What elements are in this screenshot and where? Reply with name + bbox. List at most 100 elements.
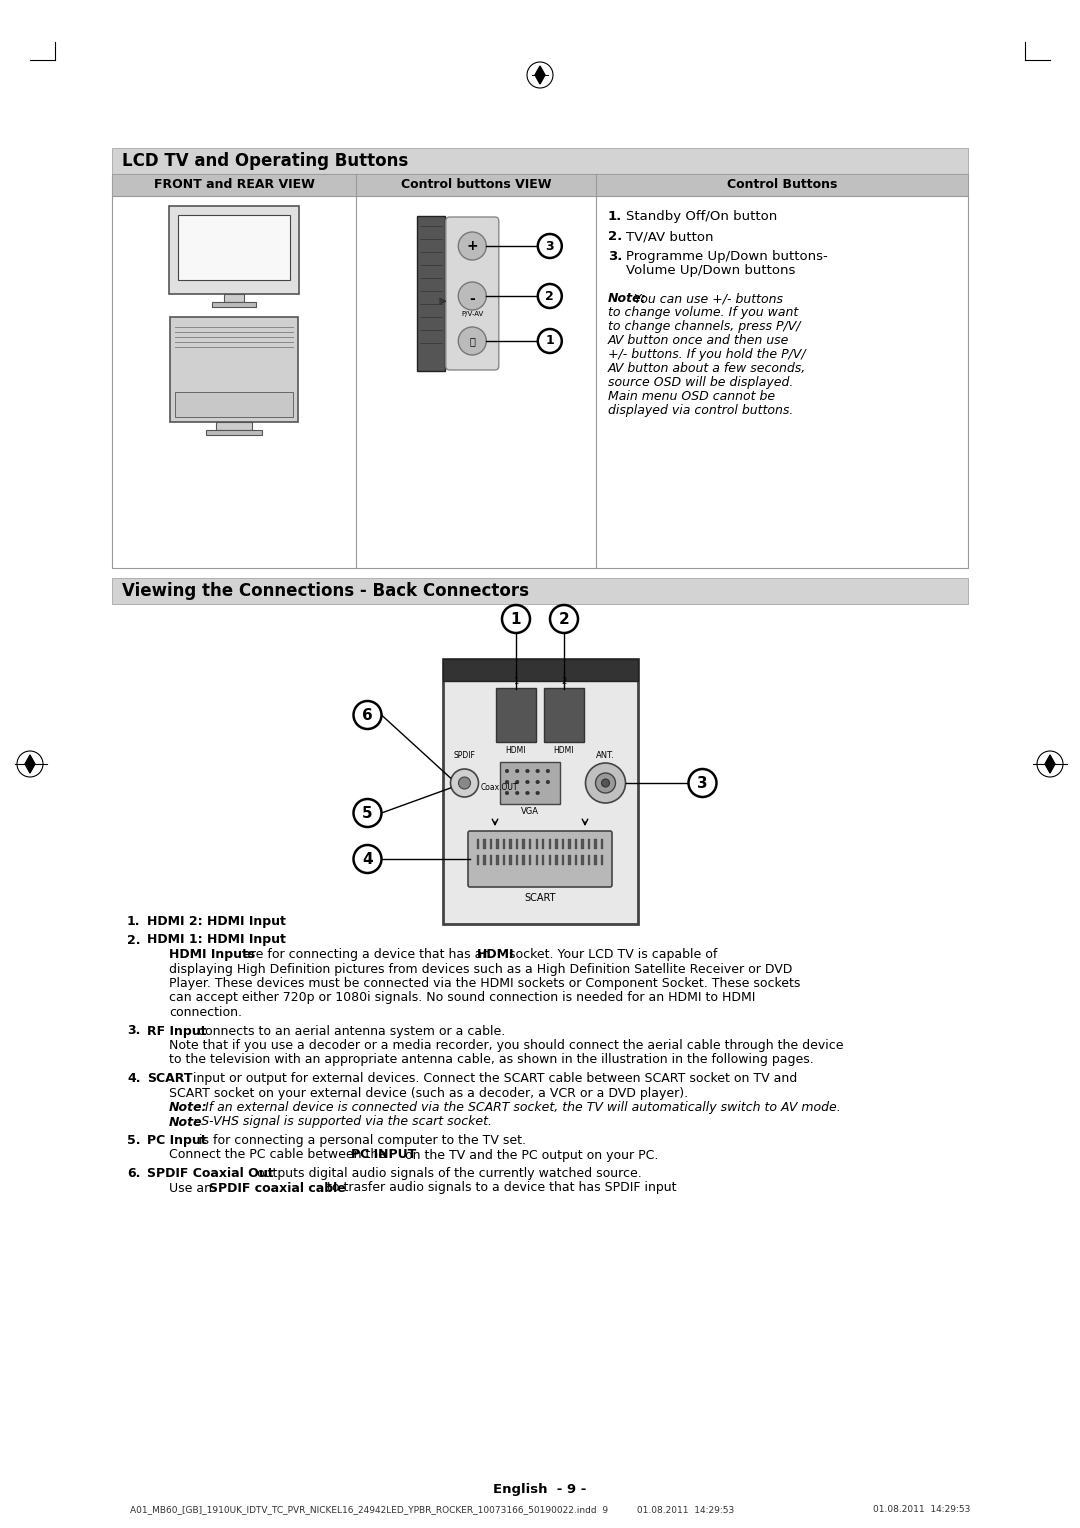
Text: Note:: Note: — [608, 292, 646, 306]
Text: Control Buttons: Control Buttons — [727, 179, 837, 191]
FancyBboxPatch shape — [496, 688, 536, 743]
Text: Programme Up/Down buttons-: Programme Up/Down buttons- — [625, 251, 827, 263]
Bar — [490, 856, 492, 865]
Bar — [529, 839, 531, 850]
Bar — [224, 293, 244, 303]
Text: 5: 5 — [362, 805, 373, 821]
Text: SPDIF: SPDIF — [454, 750, 475, 759]
Text: socket. Your LCD TV is capable of: socket. Your LCD TV is capable of — [505, 947, 717, 961]
FancyBboxPatch shape — [468, 831, 612, 886]
Circle shape — [538, 234, 562, 258]
Text: You can use +/- buttons: You can use +/- buttons — [634, 292, 783, 306]
Text: SPDIF Coaxial Out: SPDIF Coaxial Out — [147, 1167, 273, 1180]
Text: connects to an aerial antenna system or a cable.: connects to an aerial antenna system or … — [194, 1024, 505, 1038]
Text: Player. These devices must be connected via the HDMI sockets or Component Socket: Player. These devices must be connected … — [168, 976, 800, 990]
Text: Note:: Note: — [168, 1102, 207, 1114]
Text: 2: 2 — [545, 289, 554, 303]
Bar — [516, 839, 518, 850]
Bar — [516, 856, 518, 865]
Bar — [549, 856, 551, 865]
Text: HDMI 2: HDMI Input: HDMI 2: HDMI Input — [147, 915, 286, 927]
Text: 6: 6 — [362, 707, 373, 723]
Bar — [510, 839, 512, 850]
FancyBboxPatch shape — [544, 688, 584, 743]
Circle shape — [595, 773, 616, 793]
Text: : S-VHS signal is supported via the scart socket.: : S-VHS signal is supported via the scar… — [193, 1115, 492, 1129]
Text: 2: 2 — [562, 677, 567, 686]
Bar — [216, 422, 252, 429]
Circle shape — [550, 605, 578, 633]
Bar — [594, 856, 596, 865]
Text: LCD TV and Operating Buttons: LCD TV and Operating Buttons — [122, 151, 408, 170]
Text: HDMI: HDMI — [477, 947, 514, 961]
Bar — [581, 856, 583, 865]
Circle shape — [505, 781, 509, 784]
FancyBboxPatch shape — [443, 659, 637, 924]
Text: 1: 1 — [511, 611, 522, 626]
Text: connection.: connection. — [168, 1005, 242, 1019]
Bar — [594, 839, 596, 850]
Text: +: + — [467, 238, 478, 254]
Bar — [549, 839, 551, 850]
Circle shape — [515, 792, 519, 795]
Text: AV button about a few seconds,: AV button about a few seconds, — [608, 362, 806, 374]
Bar — [542, 856, 544, 865]
Bar — [497, 839, 499, 850]
Text: ANT.: ANT. — [596, 750, 615, 759]
Polygon shape — [25, 755, 35, 773]
Polygon shape — [1045, 755, 1055, 773]
Text: English  - 9 -: English - 9 - — [494, 1484, 586, 1496]
Bar — [536, 856, 538, 865]
Bar — [170, 316, 298, 422]
Bar — [484, 856, 486, 865]
Circle shape — [458, 232, 486, 260]
Text: VGA: VGA — [521, 807, 539, 816]
Text: 4: 4 — [362, 851, 373, 866]
Text: to change channels, press P/V/: to change channels, press P/V/ — [608, 319, 800, 333]
Text: Note that if you use a decoder or a media recorder, you should connect the aeria: Note that if you use a decoder or a medi… — [168, 1039, 843, 1051]
Text: can accept either 720p or 1080i signals. No sound connection is needed for an HD: can accept either 720p or 1080i signals.… — [168, 992, 755, 1004]
Text: outputs digital audio signals of the currently watched source.: outputs digital audio signals of the cur… — [253, 1167, 642, 1180]
Text: Standby Off/On button: Standby Off/On button — [625, 209, 777, 223]
Text: Viewing the Connections - Back Connectors: Viewing the Connections - Back Connector… — [122, 582, 529, 601]
Circle shape — [536, 781, 540, 784]
Text: 3: 3 — [698, 776, 707, 790]
Text: Volume Up/Down buttons: Volume Up/Down buttons — [625, 264, 795, 277]
Bar — [588, 856, 590, 865]
Bar — [503, 856, 505, 865]
Text: 3.: 3. — [608, 251, 622, 263]
Circle shape — [515, 769, 519, 773]
Circle shape — [538, 329, 562, 353]
Text: Connect the PC cable between the: Connect the PC cable between the — [168, 1149, 390, 1161]
Text: Note: Note — [168, 1115, 203, 1129]
Circle shape — [689, 769, 716, 798]
Bar — [112, 174, 968, 568]
Bar — [503, 839, 505, 850]
Circle shape — [353, 845, 381, 872]
Text: to the television with an appropriate antenna cable, as shown in the illustratio: to the television with an appropriate an… — [168, 1053, 813, 1067]
Circle shape — [585, 762, 625, 804]
Circle shape — [536, 792, 540, 795]
Text: 1.: 1. — [608, 209, 622, 223]
Text: TV/AV button: TV/AV button — [625, 231, 713, 243]
Circle shape — [546, 769, 550, 773]
Text: SCART socket on your external device (such as a decoder, a VCR or a DVD player).: SCART socket on your external device (su… — [168, 1086, 688, 1100]
Text: 5.: 5. — [127, 1134, 140, 1148]
Text: to change volume. If you want: to change volume. If you want — [608, 306, 798, 319]
Text: SCART: SCART — [524, 892, 556, 903]
Circle shape — [538, 284, 562, 309]
Bar — [542, 839, 544, 850]
Text: 1: 1 — [545, 335, 554, 347]
Bar — [555, 839, 557, 850]
Text: 2.: 2. — [608, 231, 622, 243]
Text: SPDIF coaxial cable: SPDIF coaxial cable — [210, 1181, 346, 1195]
Text: 3.: 3. — [127, 1024, 140, 1038]
Bar — [443, 659, 637, 681]
Bar — [523, 856, 525, 865]
Bar — [476, 839, 480, 850]
Text: to trasfer audio signals to a device that has SPDIF input: to trasfer audio signals to a device tha… — [323, 1181, 676, 1195]
Text: 1: 1 — [513, 677, 518, 686]
Text: HDMI 1: HDMI Input: HDMI 1: HDMI Input — [147, 934, 286, 946]
Circle shape — [458, 283, 486, 310]
Circle shape — [602, 779, 609, 787]
